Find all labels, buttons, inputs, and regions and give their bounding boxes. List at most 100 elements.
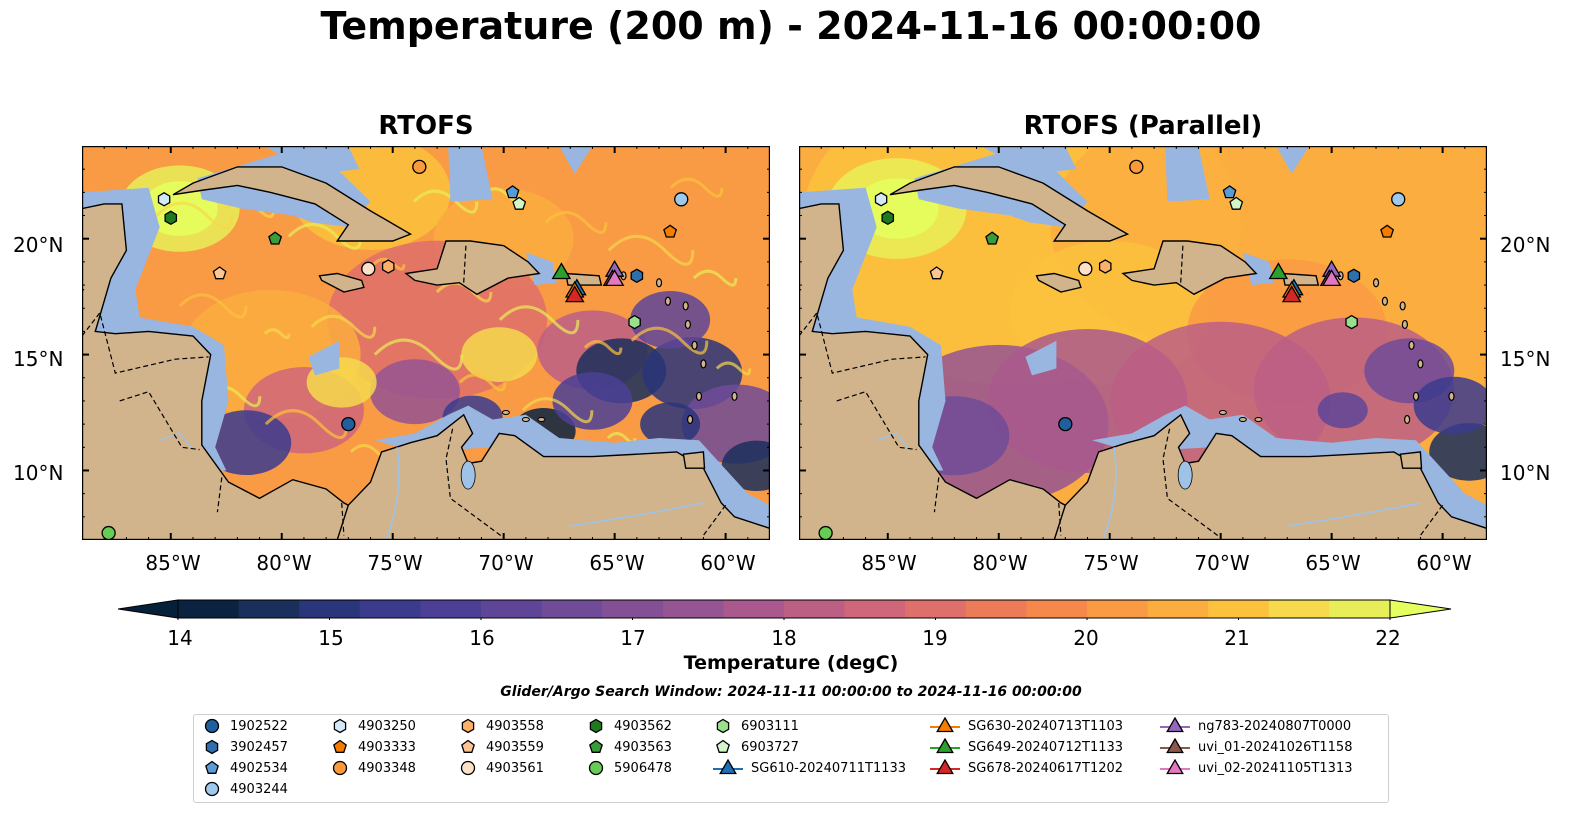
country-border bbox=[445, 428, 505, 539]
obs-marker-5906478 bbox=[818, 525, 833, 540]
legend-marker-circle-icon bbox=[588, 760, 604, 776]
colorbar-tick-22: 22 bbox=[1375, 626, 1401, 650]
land-hispaniola bbox=[404, 240, 541, 296]
lon-label-85w: 85°W bbox=[145, 551, 201, 575]
obs-marker-4903348 bbox=[1129, 159, 1144, 175]
obs-marker-4903348 bbox=[412, 159, 427, 175]
legend-label: 4903559 bbox=[486, 739, 544, 755]
legend-item: 4903558 bbox=[458, 717, 544, 735]
colorbar-bin bbox=[1087, 600, 1149, 618]
eddy-swirl bbox=[310, 314, 377, 339]
legend-item: 4903348 bbox=[330, 759, 416, 777]
eddy-swirl bbox=[264, 409, 349, 440]
legend-item: 4903333 bbox=[330, 738, 416, 756]
legend-item: uvi_02-20241105T1313 bbox=[1160, 759, 1352, 777]
legend-marker-hexagon-icon bbox=[589, 718, 603, 734]
legend-item: 3902457 bbox=[202, 738, 288, 756]
island bbox=[691, 340, 698, 350]
shallow-shelf bbox=[559, 146, 593, 174]
colorbar-bin bbox=[1329, 600, 1391, 618]
colorbar-bin bbox=[299, 600, 361, 618]
island bbox=[687, 414, 694, 425]
eddy-swirl bbox=[521, 397, 594, 424]
temperature-patch bbox=[552, 372, 633, 430]
shallow-shelf bbox=[1025, 340, 1057, 376]
lat-label-15n-right: 15°N bbox=[1500, 347, 1551, 371]
river bbox=[1102, 447, 1117, 540]
map-frame bbox=[799, 146, 1487, 540]
obs-marker-4903333 bbox=[1380, 224, 1395, 238]
legend-marker-hexagon-icon bbox=[461, 718, 475, 734]
country-border bbox=[799, 311, 926, 374]
legend-marker-circle-icon bbox=[204, 781, 220, 797]
eddy-swirl bbox=[692, 269, 738, 287]
legend-item: 6903111 bbox=[713, 717, 799, 735]
eddy-swirl bbox=[155, 201, 234, 230]
colorbar-tick-19: 19 bbox=[922, 626, 948, 650]
country-border bbox=[1058, 502, 1062, 536]
legend-marker-pentagon-icon bbox=[333, 739, 347, 753]
river bbox=[570, 502, 704, 527]
obs-marker-4902534 bbox=[505, 185, 520, 199]
land-cuba bbox=[172, 166, 413, 242]
temperature-patch bbox=[369, 359, 460, 425]
legend-marker-hexagon-icon bbox=[333, 718, 347, 734]
obs-marker-4903562 bbox=[164, 210, 178, 226]
legend-item: 4903250 bbox=[330, 717, 416, 735]
panel-title-rtofs-parallel: RTOFS (Parallel) bbox=[1023, 111, 1263, 141]
colorbar-bin bbox=[602, 600, 664, 618]
colorbar-tick-20: 20 bbox=[1073, 626, 1099, 650]
colorbar-bin bbox=[723, 600, 785, 618]
temperature-patch bbox=[1429, 423, 1487, 481]
land-cuba bbox=[889, 166, 1130, 242]
country-border bbox=[702, 504, 727, 536]
colorbar-under-extension bbox=[118, 599, 179, 619]
country-border bbox=[836, 390, 917, 451]
island bbox=[1381, 296, 1389, 306]
lon-label-65w: 65°W bbox=[589, 551, 645, 575]
lon-label-75w: 75°W bbox=[367, 551, 423, 575]
temperature-patch bbox=[640, 402, 701, 446]
legend-label: uvi_02-20241105T1313 bbox=[1198, 760, 1353, 776]
lake-maracaibo bbox=[1177, 460, 1193, 490]
lon-label-75w-right: 75°W bbox=[1083, 551, 1139, 575]
country-border bbox=[1419, 504, 1444, 536]
legend-marker-triangle-icon bbox=[930, 717, 960, 733]
shallow-shelf bbox=[264, 146, 360, 174]
temperature-patch bbox=[1317, 392, 1368, 429]
eddy-swirl bbox=[412, 189, 479, 214]
lake-maracaibo bbox=[460, 460, 476, 490]
colorbar bbox=[118, 599, 1452, 620]
island bbox=[1254, 416, 1263, 422]
land-trinidad bbox=[1399, 451, 1423, 469]
eddy-swirl bbox=[583, 340, 623, 356]
legend-marker-triangle-icon bbox=[1160, 738, 1190, 754]
obs-marker-6903111 bbox=[628, 314, 641, 330]
legend-item: uvi_01-20241026T1158 bbox=[1160, 738, 1352, 756]
land-hispaniola bbox=[1121, 240, 1258, 296]
figure-title: Temperature (200 m) - 2024-11-16 00:00:0… bbox=[320, 4, 1262, 48]
legend-item: 4903244 bbox=[202, 780, 288, 798]
colorbar-bin bbox=[784, 600, 846, 618]
legend-item: ng783-20240807T0000 bbox=[1160, 717, 1351, 735]
river bbox=[385, 447, 400, 540]
legend-label: 4903244 bbox=[230, 781, 288, 797]
country-border bbox=[1162, 428, 1222, 539]
obs-marker-4903559 bbox=[212, 266, 227, 280]
colorbar-bin bbox=[1147, 600, 1209, 618]
legend-marker-triangle-icon bbox=[930, 738, 960, 754]
obs-marker-4903558 bbox=[1098, 259, 1112, 274]
lat-label-20n: 20°N bbox=[13, 233, 64, 257]
legend-label: 4903563 bbox=[614, 739, 672, 755]
legend-item: 4903563 bbox=[586, 738, 672, 756]
obs-marker-SG649-20240712T1133 bbox=[1268, 262, 1289, 280]
eddy-swirl bbox=[669, 177, 724, 198]
legend-label: 3902457 bbox=[230, 739, 288, 755]
temperature-patch bbox=[630, 291, 711, 349]
colorbar-over-extension bbox=[1389, 599, 1452, 619]
legend-label: SG610-20240711T1133 bbox=[751, 760, 907, 776]
obs-marker-4903244 bbox=[1391, 192, 1406, 207]
eddy-swirl bbox=[630, 326, 709, 355]
eddy-swirl bbox=[498, 305, 580, 335]
colorbar-tick-17: 17 bbox=[620, 626, 646, 650]
